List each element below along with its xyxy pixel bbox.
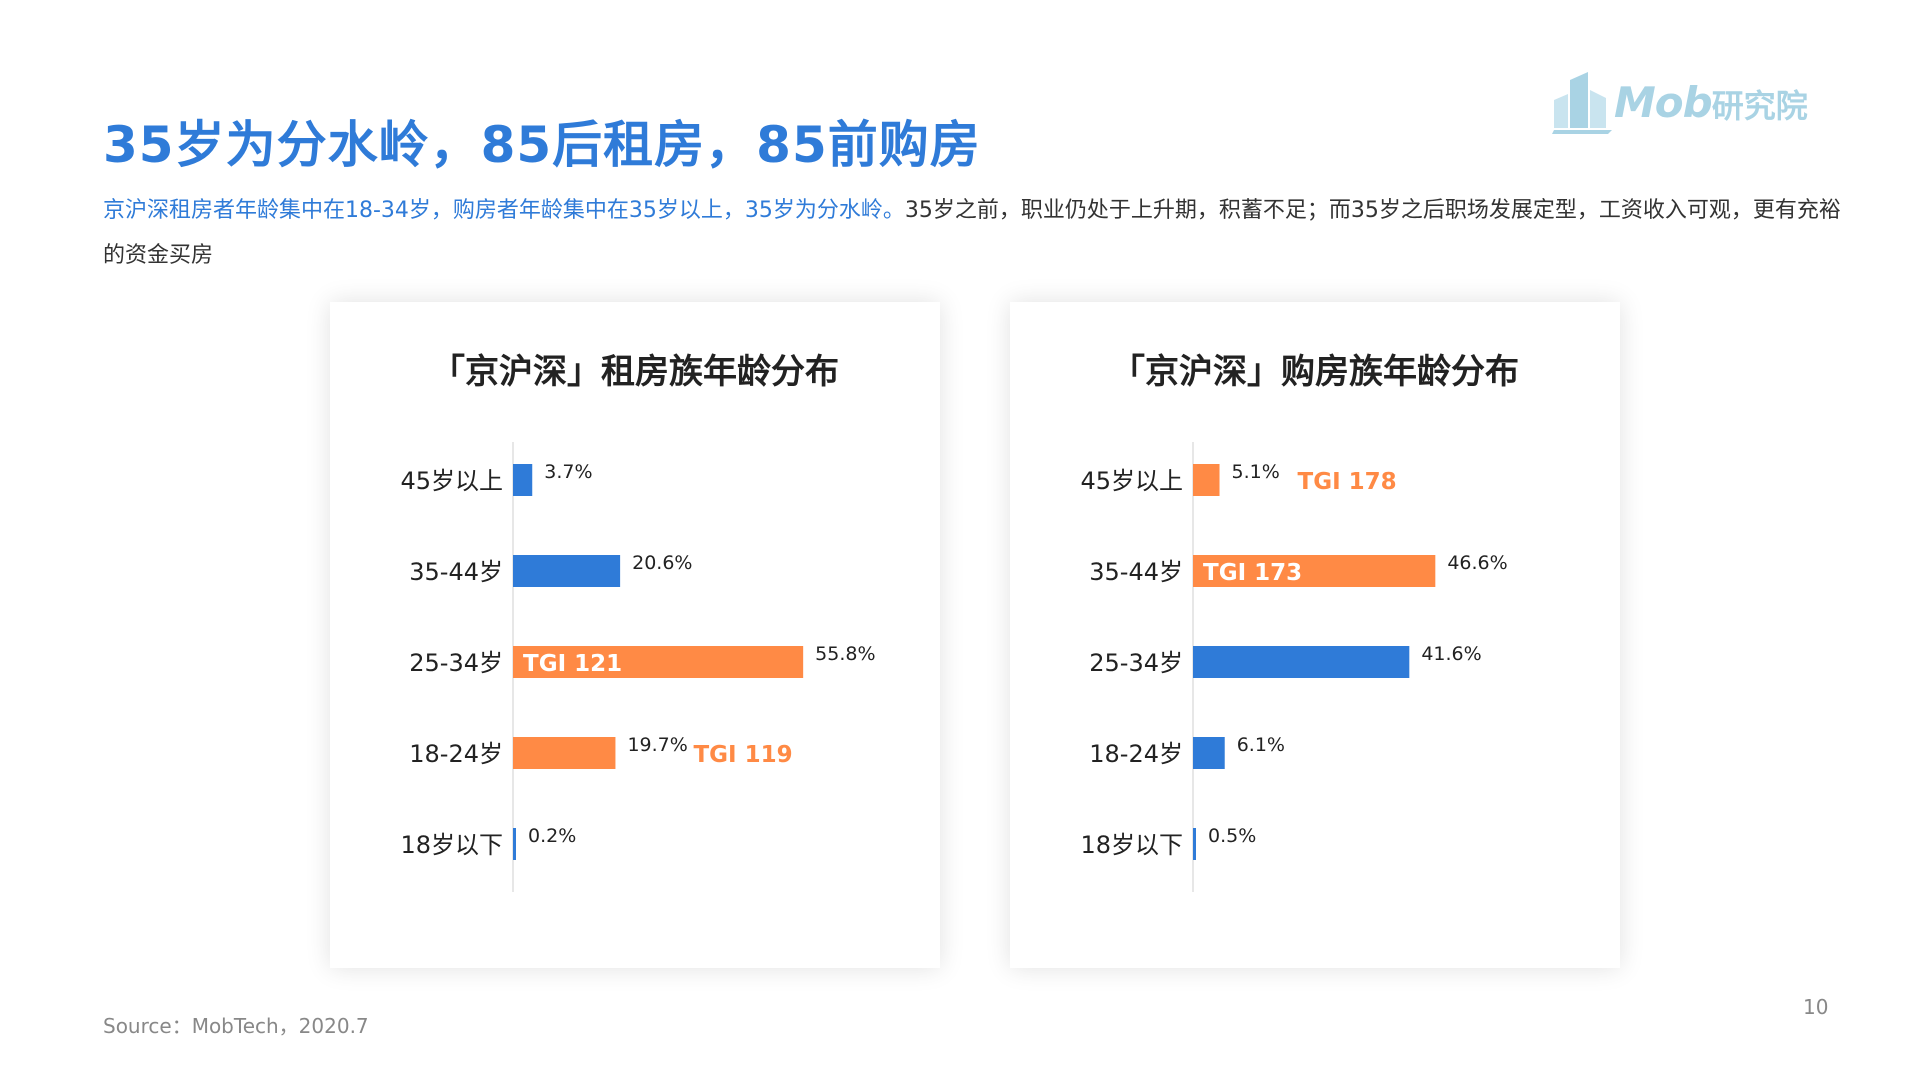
- source-note: Source：MobTech，2020.7: [103, 1014, 369, 1038]
- tgi-label: TGI 121: [523, 651, 622, 677]
- category-label: 25-34岁: [1089, 649, 1183, 677]
- bar: [1193, 646, 1410, 678]
- bar: [1193, 464, 1220, 496]
- bar: [513, 828, 516, 860]
- buy-chart-title: 「京沪深」购房族年龄分布: [1111, 352, 1519, 392]
- subtitle-rest: 35岁之前，职业仍处于上升期，积蓄不足；而35岁之后职场发展定型，工资收入可观，…: [103, 198, 1841, 268]
- bar: [1193, 555, 1436, 587]
- bar: [513, 555, 621, 587]
- tgi-label: TGI 119: [693, 742, 792, 768]
- category-label: 45岁以上: [400, 467, 503, 495]
- logo-cn-text: 研究院: [1711, 87, 1808, 125]
- category-label: 18岁以下: [1080, 831, 1183, 859]
- category-label: 18-24岁: [409, 740, 503, 768]
- value-label: 41.6%: [1421, 643, 1481, 665]
- bar: [513, 646, 804, 678]
- value-label: 19.7%: [627, 734, 687, 756]
- page-subtitle: 京沪深租房者年龄集中在18-34岁，购房者年龄集中在35岁以上，35岁为分水岭。…: [103, 188, 1843, 278]
- tgi-label: TGI 173: [1203, 560, 1302, 586]
- page-title: 35岁为分水岭，85后租房，85前购房: [103, 116, 981, 174]
- rent-age-chart-card: 「京沪深」租房族年龄分布 45岁以上 3.7% 35-44岁 20.6% 25-34岁 5…: [330, 302, 940, 968]
- logo-buildings-icon: [1552, 72, 1612, 134]
- bar: [1193, 737, 1225, 769]
- value-label: 55.8%: [815, 643, 875, 665]
- bar: [513, 464, 533, 496]
- category-label: 18岁以下: [400, 831, 503, 859]
- buy-age-chart: 45岁以上 5.1% TGI 178 35-44岁 46.6% TGI 173 25-34岁…: [1080, 442, 1508, 892]
- value-label: 0.2%: [528, 825, 576, 847]
- buy-age-chart-card: 「京沪深」购房族年龄分布 45岁以上 5.1% TGI 178 35-44岁 46.6%…: [1010, 302, 1620, 968]
- page-number: 10: [1803, 995, 1829, 1019]
- subtitle-highlight: 京沪深租房者年龄集中在18-34岁，购房者年龄集中在35岁以上，35岁为分水岭。: [103, 198, 905, 223]
- value-label: 0.5%: [1208, 825, 1256, 847]
- category-label: 45岁以上: [1080, 467, 1183, 495]
- category-label: 25-34岁: [409, 649, 503, 677]
- category-label: 35-44岁: [1089, 558, 1183, 586]
- bar: [1193, 828, 1196, 860]
- value-label: 20.6%: [632, 552, 692, 574]
- value-label: 6.1%: [1237, 734, 1285, 756]
- bar: [513, 737, 616, 769]
- rent-age-chart: 45岁以上 3.7% 35-44岁 20.6% 25-34岁 55.8% TGI 121 18…: [400, 442, 876, 892]
- value-label: 46.6%: [1447, 552, 1507, 574]
- category-label: 18-24岁: [1089, 740, 1183, 768]
- logo-main-text: Mob: [1614, 78, 1713, 127]
- value-label: 3.7%: [544, 461, 592, 483]
- tgi-label: TGI 178: [1298, 469, 1397, 495]
- logo-text: Mob研究院: [1614, 78, 1808, 127]
- category-label: 35-44岁: [409, 558, 503, 586]
- rent-chart-title: 「京沪深」租房族年龄分布: [431, 352, 839, 392]
- value-label: 5.1%: [1232, 461, 1280, 483]
- mob-logo: Mob研究院: [1550, 68, 1850, 138]
